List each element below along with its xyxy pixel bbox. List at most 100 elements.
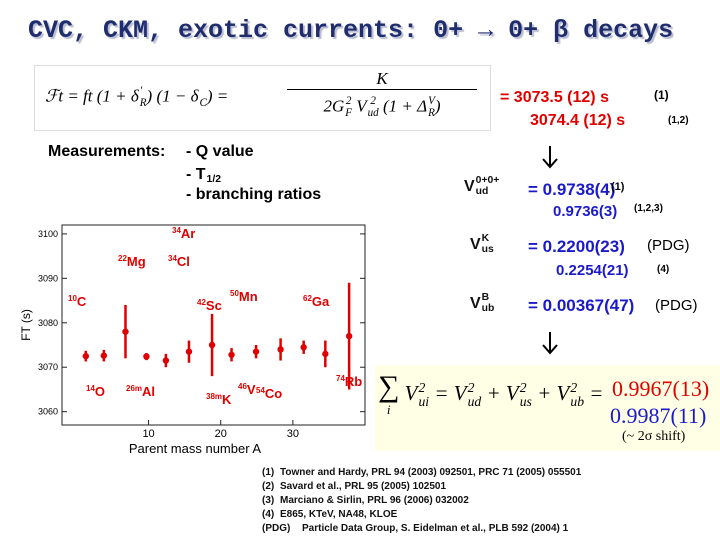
data-point [143,353,150,360]
script-stack: 2 ud [467,380,482,410]
text-piece: V [352,96,367,116]
text-piece: ) = [206,86,229,106]
nucleus-label: 14O [86,384,105,399]
unitarity-box [375,365,720,451]
subscript: ud [467,394,482,409]
subscript: C [199,96,207,109]
text-piece: - T [186,166,206,184]
ckm-ref: (1,2,3) [634,203,663,214]
y-tick-label: 3090 [38,273,58,283]
reference-marker: (1) [262,467,275,478]
element-symbol: Rb [345,374,362,389]
superscript: V [428,95,435,107]
nucleus-label: 34Cl [168,254,190,269]
ft-plot: 3060 3070 3080 3090 3100 10 20 30 Parent mass nu… [0,210,375,460]
x-tick-label: 30 [287,428,299,440]
reference: (4) E865, KTeV, NA48, KLOE [262,508,581,522]
nucleus-label: 34Ar [172,226,195,241]
ckm-value: = 0.9738(4) [528,180,616,199]
measurement-item: - Q value [186,143,254,161]
subscript: R [428,106,435,119]
script-stack: 2 ub [570,380,585,410]
text-piece: ℱt = ft (1 + δ [45,86,139,106]
script-stack: 2 ui [418,379,429,410]
reference: (PDG) Particle Data Group, S. Eidelman et… [262,522,581,536]
ckm-value: 0.2254(21) [556,262,629,279]
mass-number: 34 [172,226,181,235]
data-point [122,328,129,335]
reference-text: Marciano & Sirlin, PRL 96 (2006) 032002 [280,495,469,506]
text-piece: ) [434,96,441,116]
x-tick-label: 10 [142,428,154,440]
data-point [300,344,307,351]
element-symbol: Al [142,384,155,399]
mass-number: 50 [230,289,239,298]
mass-number: 74 [336,374,345,383]
element-symbol: C [77,294,87,309]
down-arrow [542,146,558,169]
element-symbol: Sc [206,298,222,313]
text-piece: = V [429,380,467,405]
ckm-ref: (4) [657,264,670,275]
data-point [277,346,284,353]
nucleus-label: 26mAl [126,384,155,399]
text-piece: + V [531,380,570,405]
sum-index: i [386,402,391,417]
reference-marker: (2) [262,481,275,492]
mass-number: 22 [118,254,127,263]
element-symbol: Ar [181,226,195,241]
slide-title: CVC, CKM, exotic currents: 0+ → 0+ β dec… [28,16,674,45]
script-stack: ​C [200,86,207,109]
superscript: 2 [418,379,426,395]
ckm-ref: (PDG) [647,237,690,254]
unitarity-formula: ∑ i V 2 ui = V 2 ud + V 2 us + V 2 ub = [378,372,603,418]
mass-number: 62 [303,294,312,303]
subscript: ub [481,302,495,314]
sum-terms: V 2 ui = V 2 ud + V 2 us + V 2 ub = [404,379,604,409]
down-arrow [542,332,558,355]
superscript: 2 [519,379,527,395]
script-stack: 2 ud [368,95,379,119]
text-piece: = [584,380,604,405]
data-point [82,352,90,360]
nucleus-label: 46V [238,382,256,397]
reference-text: Savard et al., PRL 95 (2005) 102501 [280,481,447,492]
mass-number: 38m [206,392,222,401]
mass-number: 26m [126,384,142,393]
reference-marker: (PDG) [262,523,291,534]
element-symbol: Mn [239,289,258,304]
data-point [185,348,193,355]
y-tick-label: 3060 [38,407,58,417]
nucleus-label: 50Mn [230,289,258,304]
data-point [162,357,170,364]
nucleus-label: 10C [68,294,87,309]
data-point [252,348,260,355]
measurement-item: - T​1/2 [186,164,221,186]
superscript: K [481,233,490,244]
nucleus-label: 54Co [256,386,282,401]
element-symbol: Cl [177,254,190,269]
reference: (1) Towner and Hardy, PRL 94 (2003) 09250… [262,466,581,480]
subscript: us [519,394,532,409]
ckm-value: = 0.2200(23) [528,237,625,256]
ckm-ref: (1) [611,181,625,193]
x-tick-label: 20 [215,428,227,440]
subscript: F [345,106,353,119]
data-point [208,341,216,349]
superscript: ​ [200,86,207,98]
sum-sign: ∑ [378,370,400,403]
text-piece: V [404,380,418,405]
element-symbol: O [95,384,105,399]
subscript: 1/2 [206,173,221,185]
superscript: 2 [370,95,376,107]
text-piece: V [470,295,481,313]
ckm-value: = 0.00367(47) [528,296,635,315]
nucleus-label: 62Ga [303,294,330,309]
subscript: ub [570,394,585,409]
